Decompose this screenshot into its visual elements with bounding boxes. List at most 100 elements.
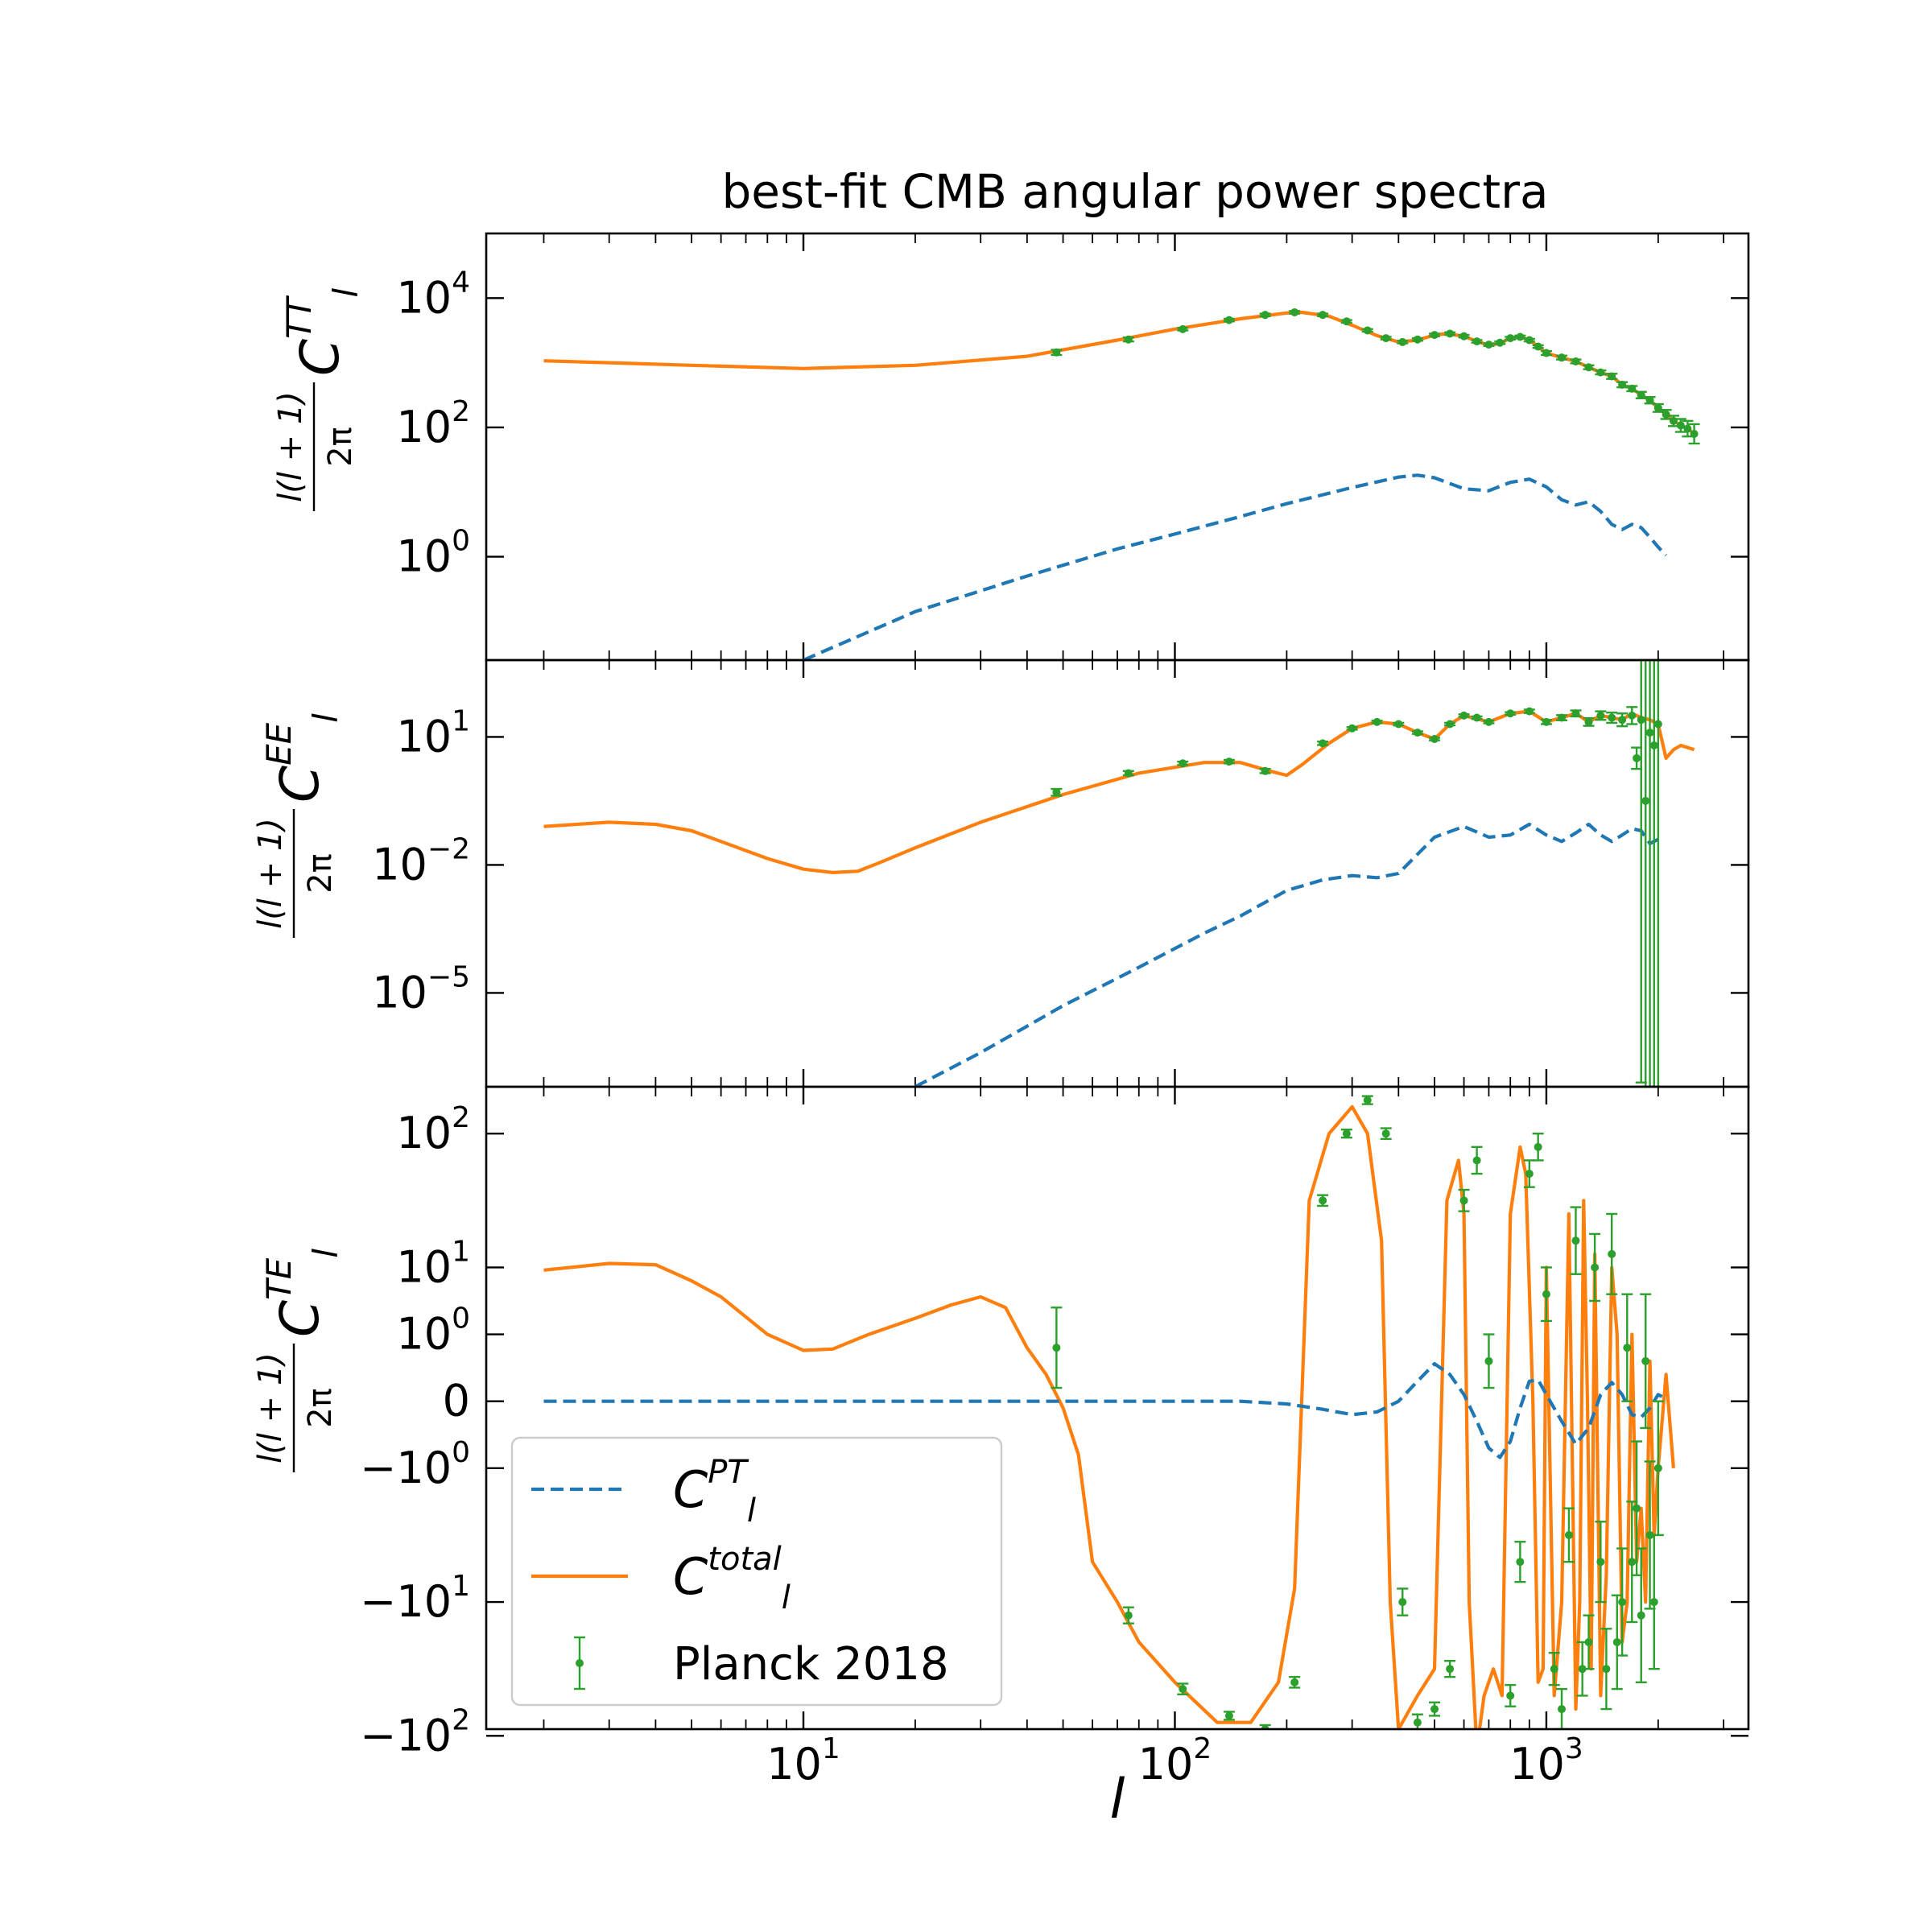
x-tick-labels: 101 102 103 <box>766 1732 1583 1790</box>
y-label-denominator: 2π <box>302 853 339 894</box>
y-tick-label: 100 <box>396 1302 470 1360</box>
planck-point <box>1224 758 1233 766</box>
planck-point <box>1608 1249 1616 1258</box>
planck-point <box>1558 713 1567 722</box>
plot-area-te <box>543 1095 1675 1729</box>
planck-point <box>1496 338 1505 347</box>
planck-point <box>1645 396 1654 405</box>
planck-point <box>1261 766 1269 775</box>
y-tick-label: 102 <box>396 395 470 452</box>
planck-point <box>1224 316 1233 324</box>
planck-point <box>1179 324 1187 333</box>
y-tick-label: −101 <box>360 1570 470 1627</box>
planck-point <box>1542 1290 1550 1298</box>
planck-point <box>1608 372 1616 381</box>
planck-point <box>1124 769 1133 778</box>
planck-point <box>1124 1611 1133 1620</box>
plot-area-tt <box>543 308 1700 660</box>
planck-point <box>1534 1142 1542 1151</box>
planck-point <box>1628 384 1637 393</box>
planck-point <box>1484 1356 1493 1365</box>
series-line-pt <box>914 822 1659 1087</box>
x-tick-label: 102 <box>1138 1732 1212 1790</box>
y-label-denominator: 2π <box>302 1388 339 1428</box>
planck-point <box>1261 311 1269 320</box>
planck-point <box>1618 1598 1627 1607</box>
planck-point <box>1564 1530 1573 1539</box>
planck-point <box>1550 1665 1558 1674</box>
plot-area-ee <box>543 660 1695 1087</box>
y-label-denominator: 2π <box>322 427 359 467</box>
planck-point <box>1623 1344 1632 1352</box>
planck-point <box>1052 348 1061 357</box>
planck-point <box>1596 368 1605 377</box>
planck-point <box>1618 380 1627 389</box>
planck-point <box>1398 337 1407 346</box>
panel-ee: 10−5 10−2 101 l(l + 1) 2π CEEl <box>252 658 1750 1088</box>
planck-point <box>1542 717 1550 726</box>
planck-point <box>1628 711 1637 720</box>
planck-point <box>1618 716 1627 724</box>
series-line-total <box>543 709 1695 874</box>
legend-label-total: Ctotall <box>673 1541 791 1616</box>
y-tick-label: 102 <box>396 1101 470 1158</box>
y-tick-label: 101 <box>396 704 470 762</box>
planck-point <box>1373 717 1381 726</box>
planck-point <box>1506 334 1515 343</box>
planck-point <box>1319 1196 1327 1205</box>
planck-point <box>1525 336 1534 345</box>
planck-point <box>1534 342 1542 351</box>
planck-point <box>1649 1598 1658 1607</box>
planck-point <box>1591 1263 1600 1272</box>
planck-point <box>1179 1685 1187 1694</box>
planck-point <box>1430 1705 1439 1714</box>
planck-point <box>1662 410 1670 419</box>
y-tick-label: 104 <box>396 266 470 323</box>
y-tick-label: 10−2 <box>372 832 470 890</box>
y-label-symbol: CTEl <box>259 1249 345 1337</box>
planck-point <box>1430 735 1439 744</box>
y-axis-label: l(l + 1) 2π CEEl <box>252 713 345 938</box>
planck-point <box>1571 709 1580 718</box>
series-line-pt <box>543 1362 1667 1459</box>
planck-point <box>1571 1236 1580 1245</box>
planck-point <box>1398 1598 1407 1607</box>
legend-label-planck: Planck 2018 <box>673 1638 949 1690</box>
planck-point <box>1506 1691 1515 1700</box>
planck-point <box>1472 1156 1481 1165</box>
x-tick-label: 103 <box>1509 1732 1583 1790</box>
panel-te: 102 101 100 0 −100 −101 −102 l(l + 1) 2π CTEl <box>252 1085 1750 1761</box>
planck-point <box>1319 739 1327 748</box>
planck-point <box>1633 753 1641 762</box>
planck-point <box>1413 729 1422 737</box>
planck-point <box>1459 711 1468 720</box>
y-tick-label: 10−5 <box>372 960 470 1018</box>
planck-point <box>1348 724 1356 733</box>
planck-point <box>1612 1637 1621 1646</box>
planck-point <box>1637 716 1645 724</box>
planck-point <box>1602 1665 1611 1674</box>
planck-point <box>1484 717 1493 726</box>
planck-point <box>1413 335 1422 344</box>
planck-point <box>1653 1463 1662 1472</box>
planck-point <box>1683 424 1692 433</box>
planck-point <box>1637 1611 1645 1620</box>
panel-tt: 100 102 104 l(l + 1) 2π CTTl <box>272 232 1750 662</box>
planck-point <box>1558 353 1567 362</box>
planck-point <box>1394 720 1403 729</box>
x-tick-label: 101 <box>766 1732 840 1790</box>
planck-point <box>1645 729 1654 737</box>
planck-point <box>1224 1711 1233 1720</box>
y-label-numerator: l(l + 1) <box>252 1352 289 1463</box>
legend-frame <box>510 1436 1003 1707</box>
planck-point <box>1430 331 1439 340</box>
planck-point <box>1290 308 1299 316</box>
planck-point <box>1413 1718 1422 1727</box>
y-label-numerator: l(l + 1) <box>272 391 309 502</box>
planck-point <box>1653 403 1662 412</box>
planck-point <box>1342 317 1351 326</box>
planck-point <box>1676 421 1685 430</box>
legend-label-pt: CPTl <box>673 1454 756 1530</box>
y-label-symbol: CEEl <box>259 713 345 803</box>
